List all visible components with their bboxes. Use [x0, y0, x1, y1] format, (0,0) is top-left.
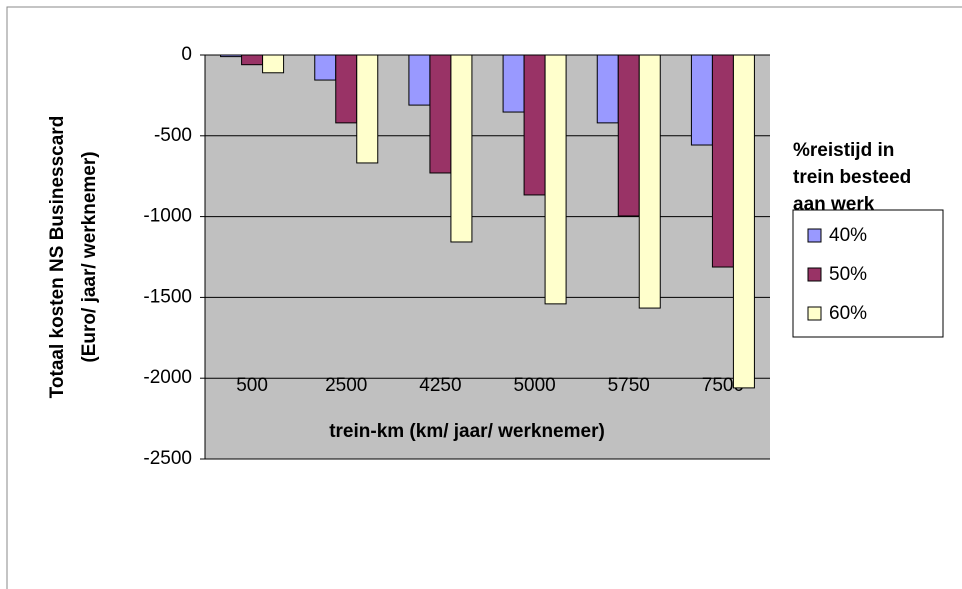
x-tick-label: 4250 [419, 375, 461, 396]
y-axis-title-line: (Euro/ jaar/ werknemer) [79, 151, 100, 362]
legend-title: aan werk [793, 194, 875, 215]
x-tick-label: 2500 [325, 375, 367, 396]
bar [241, 54, 264, 66]
bar [596, 54, 619, 124]
bar [638, 54, 661, 309]
x-axis-title: trein-km (km/ jaar/ werknemer) [329, 421, 605, 442]
bar [617, 54, 640, 217]
bar [523, 54, 546, 196]
legend-swatch [807, 267, 822, 282]
legend-label: 60% [829, 303, 867, 324]
bar [450, 54, 473, 243]
bar [262, 54, 285, 74]
legend-label: 40% [829, 225, 867, 246]
bar [732, 54, 755, 389]
legend-swatch [807, 228, 822, 243]
y-tick-label: -1500 [143, 286, 192, 307]
plot-area [205, 55, 770, 459]
bar [314, 54, 337, 81]
bar [408, 54, 431, 106]
y-tick-label: -2500 [143, 448, 192, 469]
bar [356, 54, 379, 164]
legend-title: %reistijd in [793, 140, 894, 161]
bar [220, 54, 243, 58]
y-axis-title-line: Totaal kosten NS Businesscard [47, 116, 68, 399]
y-tick-label: -500 [154, 125, 192, 146]
bar [544, 54, 567, 305]
y-axis-title: Totaal kosten NS Businesscard (Euro/ jaa… [47, 116, 100, 399]
y-tick-label: -1000 [143, 206, 192, 227]
legend-swatch [807, 306, 822, 321]
x-tick-label: 500 [236, 375, 268, 396]
bar [429, 54, 452, 174]
y-tick-label: 0 [181, 44, 192, 65]
bar [335, 54, 358, 124]
legend-title: trein besteed [793, 167, 911, 188]
y-tick-label: -2000 [143, 367, 192, 388]
bar [711, 54, 734, 268]
bar [690, 54, 713, 146]
x-tick-label: 5750 [608, 375, 650, 396]
legend-label: 50% [829, 264, 867, 285]
x-tick-label: 5000 [513, 375, 555, 396]
bar [502, 54, 525, 113]
